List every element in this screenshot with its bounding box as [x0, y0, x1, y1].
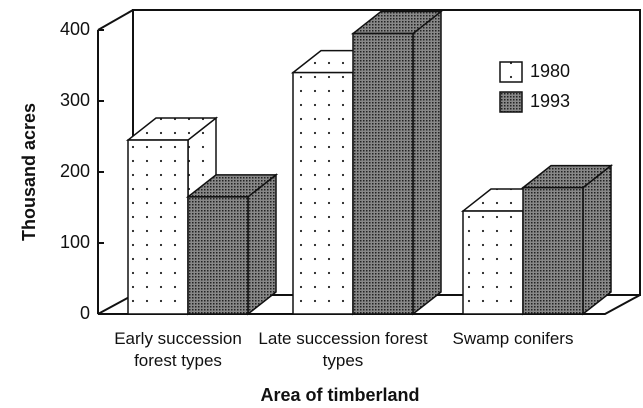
bar — [127, 139, 189, 315]
bar — [187, 196, 249, 315]
y-tick-label: 300 — [60, 90, 90, 110]
bar-side — [412, 10, 442, 316]
bar — [352, 32, 414, 315]
x-tick-label: Late succession forest types — [258, 329, 428, 370]
x-tick-label: Swamp conifers — [452, 329, 574, 348]
legend-swatch — [499, 91, 523, 113]
legend-swatch — [499, 61, 523, 83]
x-axis-label: Area of timberland — [260, 385, 419, 405]
x-tick-label: Early succession forest types — [114, 329, 242, 370]
y-tick-label: 400 — [60, 19, 90, 39]
bar — [292, 71, 354, 315]
y-axis-label: Thousand acres — [19, 103, 39, 241]
legend-label: 1980 — [530, 61, 570, 81]
bar-side — [247, 173, 277, 316]
legend-label: 1993 — [530, 91, 570, 111]
y-tick-label: 100 — [60, 232, 90, 252]
bar — [462, 210, 524, 315]
y-tick-label: 200 — [60, 161, 90, 181]
y-tick-label: 0 — [80, 303, 90, 323]
bar-side — [582, 164, 612, 316]
bar — [522, 186, 584, 315]
